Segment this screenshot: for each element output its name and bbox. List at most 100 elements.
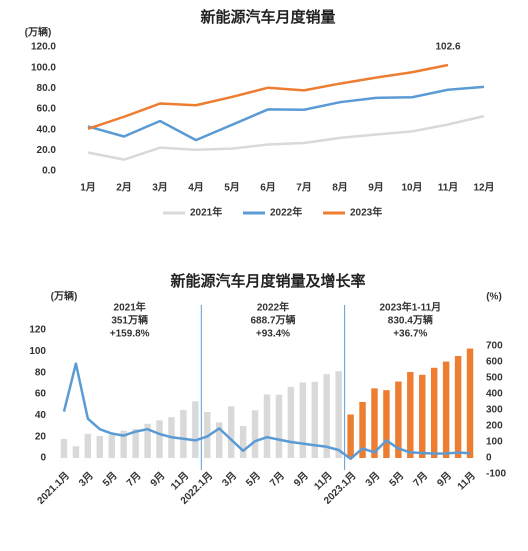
- bar: [96, 436, 104, 458]
- x-tick-label: 2月: [116, 182, 132, 194]
- y2-tick-label: 0: [486, 453, 492, 464]
- chart-title: 新能源汽车月度销量: [200, 8, 335, 26]
- series-line: [87, 85, 485, 142]
- bar: [144, 423, 151, 458]
- annotation: +159.8%: [110, 329, 150, 340]
- annotation: +93.4%: [256, 329, 290, 340]
- y-unit: (万辆): [25, 26, 52, 39]
- y-tick-label: 40.0: [37, 124, 57, 135]
- x-tick-label: 3月: [76, 470, 95, 489]
- y-tick-label: 60: [35, 389, 47, 400]
- x-tick-label: 5月: [100, 470, 119, 489]
- series-line: [62, 362, 471, 461]
- y-tick-label: 100.0: [31, 62, 56, 73]
- y-tick-label: 80: [35, 367, 47, 378]
- chart-title: 新能源汽车月度销量及增长率: [170, 272, 365, 290]
- bar: [239, 426, 247, 458]
- bar: [454, 356, 462, 458]
- series-line: [87, 63, 449, 131]
- x-tick-label: 11月: [438, 182, 459, 194]
- y2-tick-label: 400: [486, 389, 503, 400]
- bar: [251, 410, 259, 458]
- y2-tick-label: 700: [486, 341, 503, 352]
- x-tick-label: 8月: [332, 182, 348, 194]
- bar: [60, 438, 68, 458]
- y-tick-label: 60.0: [37, 104, 57, 115]
- y-tick-label: 20: [35, 431, 47, 442]
- bar: [323, 374, 330, 458]
- bar: [299, 382, 307, 458]
- bar: [395, 381, 402, 458]
- x-tick-label: 9月: [148, 470, 167, 489]
- x-tick-label: 7月: [296, 182, 312, 194]
- y-tick-label: 120: [29, 325, 46, 336]
- bar: [383, 390, 390, 458]
- y-tick-label: 20.0: [37, 145, 57, 156]
- y2-unit: (%): [486, 292, 502, 303]
- bar: [359, 402, 366, 458]
- bar: [263, 394, 271, 458]
- y-tick-label: 0.0: [42, 166, 56, 177]
- legend-label: 2021年: [190, 206, 222, 219]
- bar: [156, 420, 163, 458]
- x-tick-label: 3月: [220, 470, 239, 489]
- x-tick-label: 9月: [291, 470, 310, 489]
- bar: [371, 388, 378, 458]
- bar: [335, 371, 342, 458]
- bar: [72, 446, 80, 458]
- x-tick-label: 5月: [224, 182, 240, 194]
- bar: [216, 422, 223, 458]
- bar: [120, 430, 127, 458]
- x-tick-label: 7月: [267, 470, 286, 489]
- annotation: +36.7%: [393, 329, 427, 340]
- y-tick-label: 120.0: [31, 42, 56, 53]
- x-tick-label: 4月: [188, 182, 204, 194]
- bar: [466, 348, 474, 458]
- y2-tick-label: 200: [486, 421, 503, 432]
- annotation: 2022年: [257, 301, 289, 314]
- x-tick-label: 5月: [244, 470, 263, 489]
- annotation: 2021年: [114, 301, 146, 314]
- y-tick-label: 80.0: [37, 83, 57, 94]
- series-line: [87, 114, 485, 161]
- x-tick-label: 3月: [363, 470, 382, 489]
- x-tick-label: 7月: [411, 470, 430, 489]
- y-tick-label: 40: [35, 410, 47, 421]
- legend-label: 2023年: [350, 206, 382, 219]
- bar: [347, 414, 354, 458]
- x-tick-label: 7月: [124, 470, 143, 489]
- annotation: 2023年1-11月: [379, 301, 441, 314]
- bar: [227, 406, 235, 458]
- bar: [407, 372, 414, 458]
- bar: [430, 367, 438, 458]
- x-tick-label: 1月: [80, 182, 96, 194]
- y2-tick-label: 300: [486, 405, 503, 416]
- x-tick-label: 3月: [152, 182, 168, 194]
- y2-tick-label: 600: [486, 357, 503, 368]
- x-tick-label: 12月: [473, 182, 494, 194]
- y2-tick-label: 500: [486, 373, 503, 384]
- bar: [84, 433, 92, 458]
- annotation: 102.6: [435, 42, 460, 53]
- bar: [180, 410, 187, 458]
- x-tick-label: 11月: [455, 470, 478, 493]
- y2-tick-label: -100: [486, 469, 506, 480]
- bar: [132, 429, 139, 458]
- y-unit: (万辆): [51, 290, 78, 303]
- x-tick-label: 9月: [435, 470, 454, 489]
- annotation: 351万辆: [111, 314, 148, 327]
- bar: [275, 394, 283, 458]
- bar: [419, 374, 426, 458]
- annotation: 688.7万辆: [250, 314, 295, 327]
- x-tick-label: 10月: [401, 182, 422, 194]
- bar: [287, 386, 295, 458]
- y-tick-label: 0: [40, 453, 46, 464]
- annotation: 830.4万辆: [388, 314, 433, 327]
- x-tick-label: 5月: [387, 470, 406, 489]
- legend-label: 2022年: [270, 206, 302, 219]
- x-tick-label: 2021.1月: [35, 470, 72, 507]
- bar: [442, 361, 450, 458]
- bar: [108, 434, 115, 458]
- bar: [311, 381, 318, 458]
